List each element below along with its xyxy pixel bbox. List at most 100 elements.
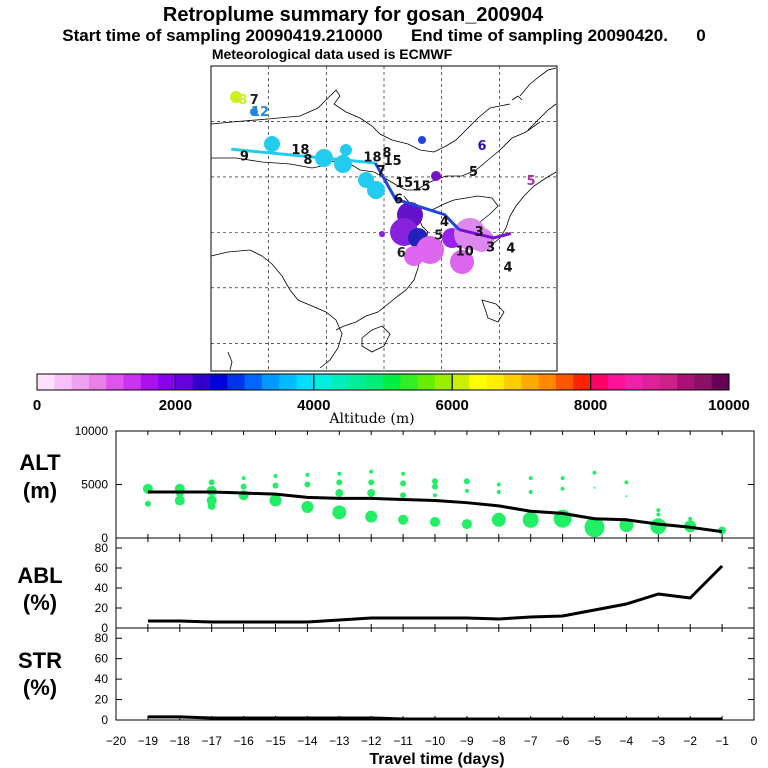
altitude-panel: 10000 5000 0 ALT (m)	[19, 424, 755, 545]
x-tick-label: −2	[683, 734, 697, 748]
coast-southwest	[227, 351, 233, 371]
particle-cluster-point	[336, 479, 343, 486]
colorbar-cell	[88, 374, 107, 390]
x-axis-label: Travel time (days)	[369, 751, 504, 768]
particle-cluster-point	[337, 471, 342, 476]
plume-blob	[340, 144, 352, 156]
colorbar-cell	[365, 374, 384, 390]
y-tick-label: 80	[95, 631, 109, 645]
coast-northeast	[519, 67, 557, 131]
particle-cluster-point	[208, 479, 215, 486]
day-label: 4	[440, 215, 449, 230]
x-tick-label: −1	[715, 734, 729, 748]
colorbar-cell	[279, 374, 297, 390]
colorbar-tick-label: 0	[33, 397, 41, 414]
particle-cluster-point	[593, 486, 596, 489]
x-tick-label: −16	[233, 734, 254, 748]
panel-label: ALT	[19, 450, 61, 475]
particle-cluster-point	[332, 505, 347, 520]
particle-cluster-point	[144, 500, 151, 507]
abl-line	[147, 564, 724, 624]
colorbar-cell	[434, 374, 453, 390]
colorbar-cell	[296, 374, 315, 390]
particle-cluster-point	[272, 482, 279, 489]
plume-blob	[431, 171, 441, 181]
particle-cluster-point	[688, 516, 693, 521]
day-label: 3	[475, 225, 484, 240]
colorbar-frame	[36, 373, 730, 391]
panel-unit: (%)	[23, 590, 57, 615]
plume-blobs	[230, 91, 494, 274]
day-label: 6	[397, 246, 406, 261]
panel-frame	[115, 537, 755, 629]
plume-blob	[404, 246, 424, 266]
x-tick-label: −4	[620, 734, 634, 748]
travel-time-axis: −20 −19 −18 −17 −16 −15 −14 −13 −12 −11 −10 −9 −8 −7−…	[106, 734, 758, 748]
x-tick-label: −20	[106, 734, 127, 748]
plume-blob	[367, 181, 385, 199]
colorbar-cell	[331, 374, 349, 390]
island-taiwan-region	[361, 325, 391, 353]
trajectory-tracks	[231, 147, 512, 240]
y-tick-label: 20	[95, 693, 109, 707]
x-tick-label: −7	[524, 734, 538, 748]
day-label: 7	[377, 164, 386, 179]
y-tick-label: 40	[95, 672, 109, 686]
particle-cluster-point	[625, 495, 628, 498]
colorbar-cell	[677, 374, 695, 390]
colorbar-cell	[71, 374, 90, 390]
colorbar-cell	[659, 374, 678, 390]
panel-unit: (m)	[23, 478, 57, 503]
particle-cluster-point	[400, 480, 407, 487]
colorbar-axis-label: Altitude (m)	[328, 411, 414, 427]
day-label: 4	[506, 242, 515, 257]
particle-cluster-point	[592, 470, 597, 475]
colorbar-cell	[227, 374, 245, 390]
x-tick-label: −13	[329, 734, 350, 748]
particle-cluster-point	[369, 469, 374, 474]
colorbar-cell	[590, 374, 609, 390]
day-label: 6	[478, 139, 487, 154]
particle-cluster-point	[560, 476, 565, 481]
x-tick-label: −15	[265, 734, 286, 748]
border-south	[210, 249, 343, 369]
plume-blob	[334, 155, 352, 173]
x-tick-label: −3	[651, 734, 665, 748]
trajectory-segment	[458, 228, 512, 240]
particle-cluster-point	[463, 478, 470, 485]
particle-cluster-point	[433, 493, 437, 498]
median-altitude-line	[147, 490, 723, 534]
colorbar-cell	[417, 374, 436, 390]
day-label: 5	[469, 165, 478, 180]
trajectory-segment	[231, 147, 376, 165]
day-label: 15	[412, 179, 430, 194]
colorbar-cell	[573, 374, 591, 390]
abl-panel: 80 60 40 20 0 ABL(%)	[17, 537, 755, 635]
colorbar-cell	[210, 374, 228, 390]
colorbar-cell	[348, 374, 366, 390]
particle-cluster-point	[461, 519, 472, 530]
day-label: 5	[527, 174, 536, 189]
particle-cluster-point	[432, 478, 438, 485]
particle-cluster-point	[522, 511, 539, 528]
colorbar-cell	[504, 374, 522, 390]
panel-frame	[115, 627, 755, 721]
particle-cluster-point	[401, 471, 406, 476]
particle-cluster-point	[656, 508, 661, 513]
colorbar-cell	[642, 374, 661, 390]
day-label: 7	[250, 93, 259, 108]
particle-cluster-point	[240, 483, 247, 490]
day-label: 12	[251, 105, 269, 120]
day-label: 5	[434, 229, 443, 244]
colorbar-cell	[400, 374, 418, 390]
sampling-times: Start time of sampling 20090419.210000 E…	[62, 26, 705, 45]
day-label: 3	[486, 240, 495, 255]
particle-cluster-point	[584, 517, 605, 538]
plume-blob	[418, 136, 426, 144]
particle-cluster-point	[650, 518, 667, 535]
particle-cluster-point	[273, 473, 278, 478]
particle-cluster-point	[301, 500, 314, 513]
colorbar-cell	[313, 374, 332, 390]
